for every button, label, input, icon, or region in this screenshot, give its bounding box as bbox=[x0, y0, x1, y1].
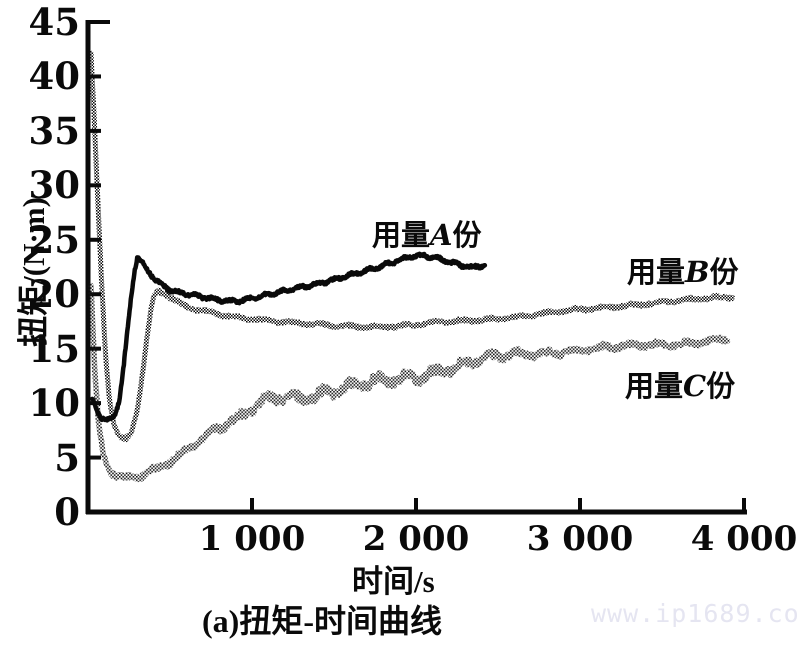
curve-b-letter: B bbox=[685, 255, 710, 289]
y-tick-label: 45 bbox=[28, 0, 81, 44]
x-tick-label: 4 000 bbox=[690, 519, 798, 559]
y-tick-label: 35 bbox=[28, 108, 81, 153]
chart-caption: (a)扭矩-时间曲线 bbox=[202, 603, 442, 639]
x-tick-label: 2 000 bbox=[362, 519, 470, 559]
curve-c-prefix: 用量 bbox=[625, 371, 684, 403]
curve-用量B份 bbox=[88, 50, 735, 443]
curve-label-c: 用量C份 bbox=[625, 363, 735, 405]
curve-label-b: 用量B份 bbox=[627, 249, 739, 291]
y-tick-label: 0 bbox=[54, 490, 80, 534]
curves bbox=[88, 50, 735, 483]
y-tick-label: 40 bbox=[28, 54, 81, 99]
y-tick-label: 5 bbox=[54, 435, 80, 480]
x-axis-title: 时间/s bbox=[352, 564, 435, 599]
x-tick-label: 1 000 bbox=[198, 519, 306, 559]
watermark: www.ip1689.com bbox=[591, 599, 800, 628]
curve-b-prefix: 用量 bbox=[627, 257, 686, 289]
curve-用量A份 bbox=[89, 251, 488, 423]
y-tick-label: 20 bbox=[28, 272, 81, 317]
y-tick-label: 30 bbox=[28, 163, 81, 208]
curve-a-prefix: 用量 bbox=[372, 220, 431, 252]
curve-c-suffix: 份 bbox=[706, 371, 736, 403]
y-tick-label: 15 bbox=[28, 326, 81, 371]
curve-b-suffix: 份 bbox=[709, 257, 739, 289]
curve-a-letter: A bbox=[430, 218, 453, 252]
curve-c-letter: C bbox=[683, 369, 707, 403]
y-tick-label: 25 bbox=[28, 217, 81, 262]
curve-用量C份 bbox=[88, 282, 731, 483]
y-tick-label: 10 bbox=[28, 381, 81, 426]
curve-label-a: 用量A份 bbox=[372, 212, 482, 254]
x-tick-label: 3 000 bbox=[526, 519, 634, 559]
curve-a-suffix: 份 bbox=[452, 220, 482, 252]
